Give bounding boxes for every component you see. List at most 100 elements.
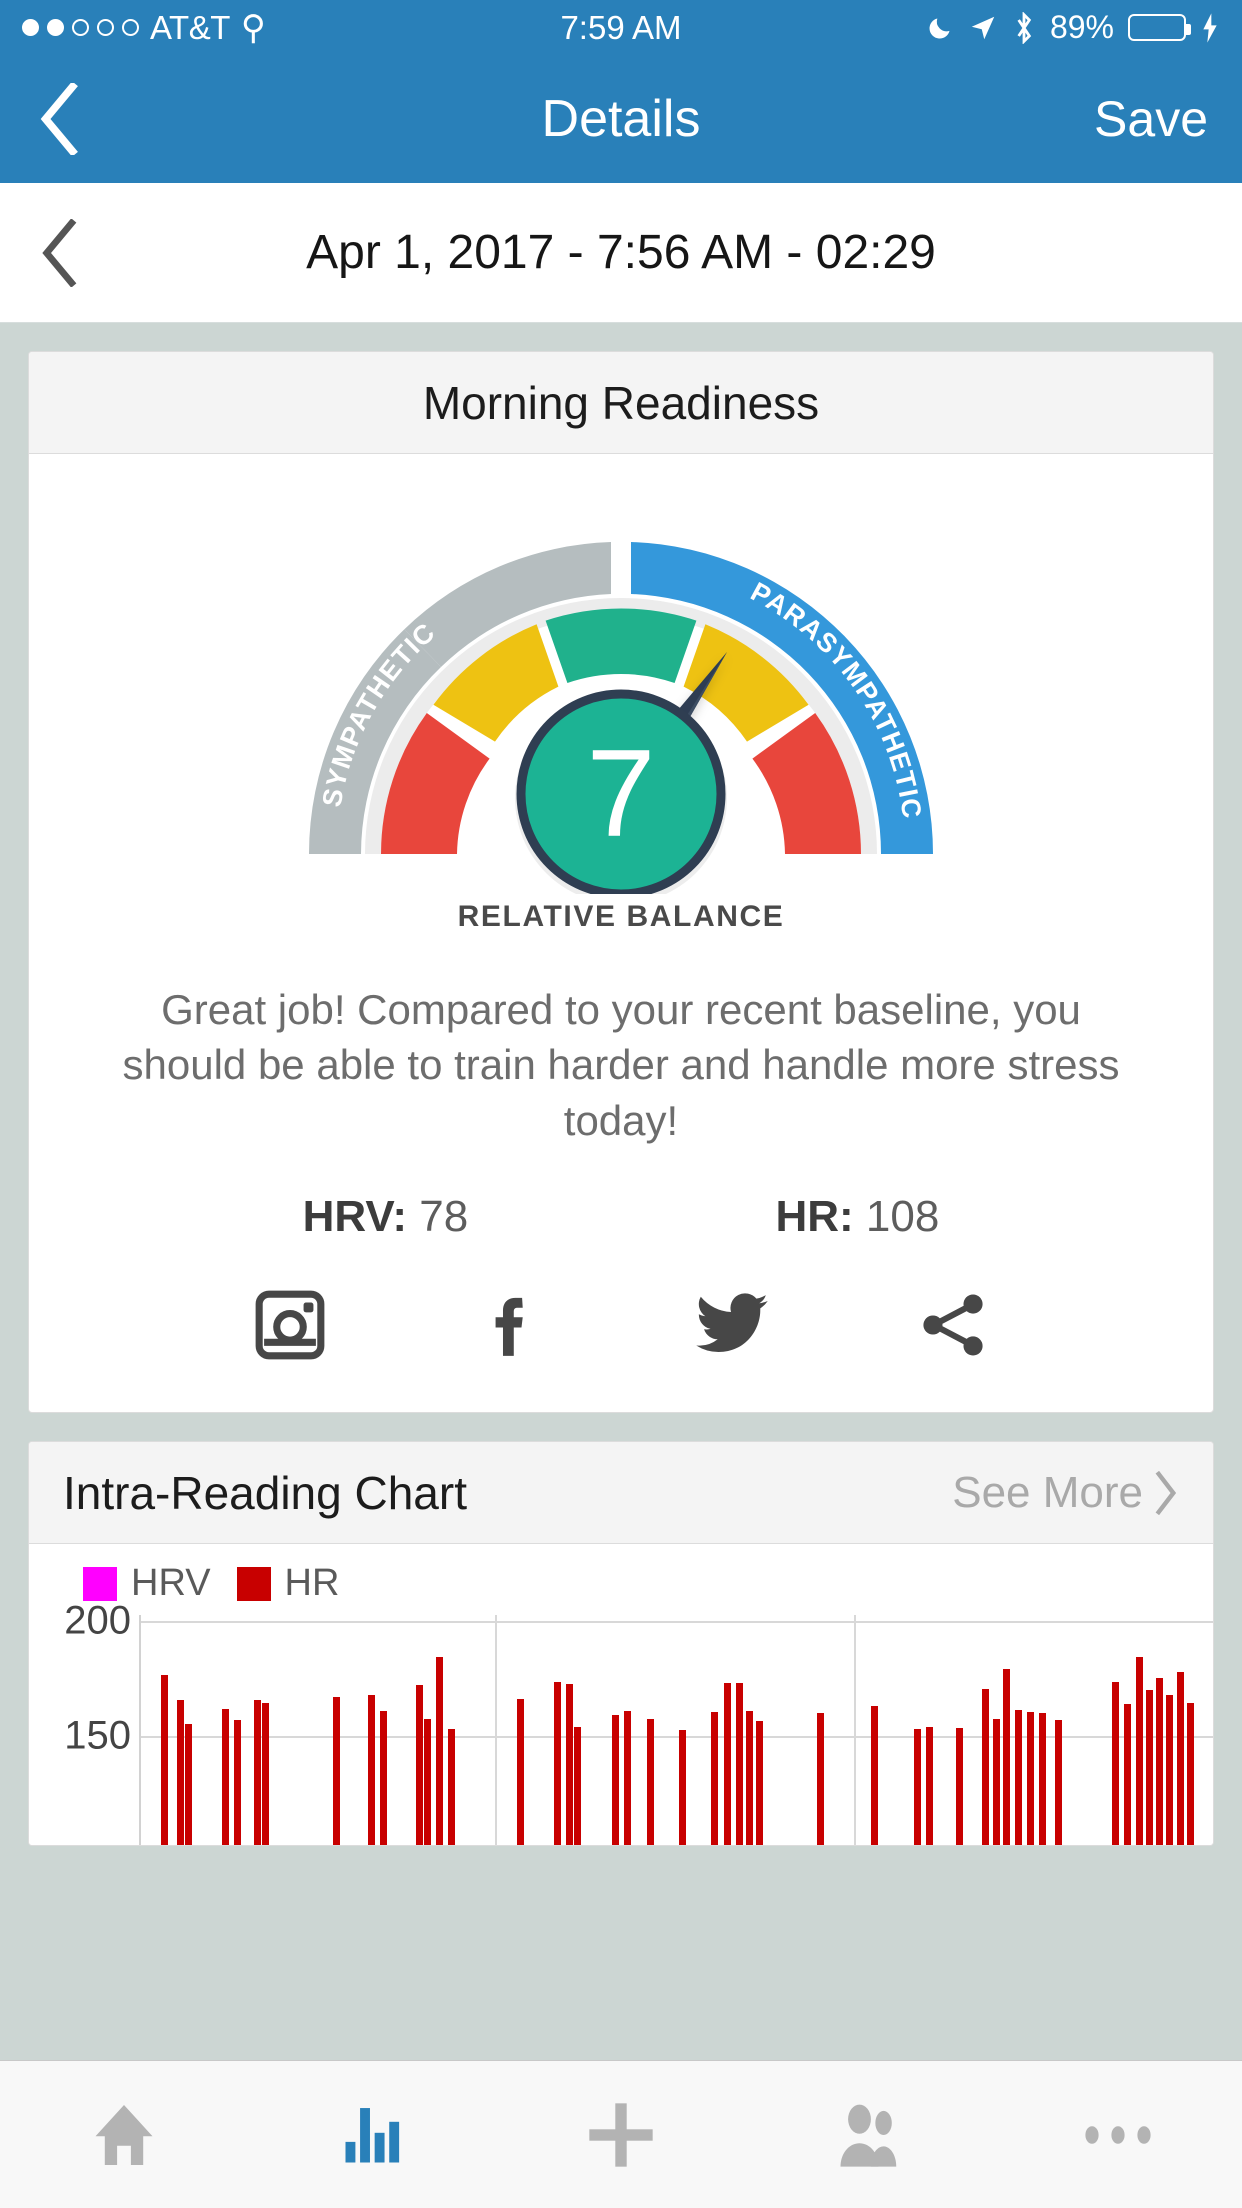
chart-y-axis: 200 150 [29, 1599, 139, 1845]
chart-bar [624, 1710, 632, 1846]
generic-share-button[interactable] [908, 1280, 998, 1370]
navigation-bar: Details Save [0, 55, 1242, 183]
save-button[interactable]: Save [1094, 91, 1208, 147]
battery-icon [1128, 14, 1191, 41]
segment-red-right [752, 713, 861, 854]
chart-bar [735, 1682, 743, 1846]
readiness-gauge: SYMPATHETIC PARASYMPATHETIC 7 RELA [29, 454, 1213, 944]
chart-bar [755, 1721, 763, 1846]
chart-bar [367, 1695, 375, 1846]
readiness-stats: HRV: 78 HR: 108 [29, 1148, 1213, 1242]
readiness-card-title: Morning Readiness [422, 376, 820, 429]
home-tab[interactable] [0, 2061, 248, 2208]
y-tick-150: 150 [64, 1713, 131, 1758]
chart-card-header: Intra-Reading Chart See More [29, 1442, 1213, 1545]
chart-bar [177, 1699, 185, 1846]
ellipsis-icon [1085, 2125, 1151, 2144]
chart-bar [565, 1684, 573, 1846]
chart-card-title: Intra-Reading Chart [63, 1466, 467, 1519]
stat-hr-label: HR [775, 1192, 840, 1242]
scroll-content[interactable]: Morning Readiness [0, 323, 1242, 2060]
gauge-center-circle [516, 689, 726, 894]
twitter-share-button[interactable] [687, 1280, 777, 1370]
status-bar: AT&T ⚲ 7:59 AM 89% [0, 0, 1242, 55]
segment-yellow-left [433, 624, 559, 742]
see-more-button[interactable]: See More [952, 1468, 1179, 1518]
instagram-icon [255, 1290, 324, 1360]
chart-bar [221, 1708, 229, 1846]
chart-bar [925, 1726, 933, 1846]
chart-bar [436, 1657, 444, 1846]
chart-bar [1146, 1689, 1154, 1846]
share-row [29, 1242, 1213, 1412]
gridline-200 [141, 1621, 1213, 1624]
chart-bar [1166, 1695, 1174, 1846]
chart-plot-area[interactable] [139, 1615, 1213, 1846]
y-tick-200: 200 [64, 1598, 131, 1643]
signal-strength-icon [22, 19, 139, 36]
add-tab[interactable] [497, 2061, 745, 2208]
legend-swatch-hr [236, 1566, 271, 1601]
intra-reading-chart-card: Intra-Reading Chart See More HRV [28, 1441, 1214, 1847]
plus-icon [589, 2102, 653, 2167]
bottom-tab-bar [0, 2060, 1242, 2208]
bar-chart-icon [345, 2107, 399, 2162]
segment-yellow-right [683, 624, 809, 742]
previous-reading-button[interactable] [20, 213, 100, 293]
facebook-icon [495, 1298, 523, 1357]
chevron-left-icon [40, 83, 78, 155]
more-tab[interactable] [994, 2061, 1242, 2208]
friends-tab[interactable] [745, 2061, 993, 2208]
chart-bar [573, 1726, 581, 1846]
share-icon [922, 1294, 983, 1356]
chart-bar [1136, 1657, 1144, 1846]
chart-bar [612, 1715, 620, 1846]
chart-bar [1014, 1709, 1022, 1846]
facebook-share-button[interactable] [466, 1280, 556, 1370]
chart-bar [1026, 1712, 1034, 1846]
instagram-share-button[interactable] [245, 1280, 335, 1370]
moon-icon [929, 18, 950, 39]
chart-bar [913, 1728, 921, 1846]
legend-swatch-hrv [83, 1566, 117, 1601]
chart-legend: HRV HR [29, 1562, 1213, 1615]
chevron-left-icon [42, 218, 77, 287]
gauge-value: 7 [587, 725, 656, 863]
readiness-message: Great job! Compared to your recent basel… [122, 986, 1120, 1144]
chart-bar [723, 1682, 731, 1846]
nav-back-button[interactable] [20, 79, 100, 159]
chart-bar [745, 1710, 753, 1846]
bluetooth-icon [1017, 11, 1032, 44]
segment-red-left [381, 713, 621, 854]
segment-green-center [545, 608, 697, 683]
parasympathetic-outer-arc [631, 542, 933, 854]
status-right: 89% [927, 9, 1220, 46]
page-title: Details [541, 90, 701, 148]
chart-bar [816, 1713, 824, 1846]
status-left: AT&T ⚲ [22, 9, 266, 47]
chart-bar [1176, 1671, 1184, 1846]
reading-date-bar: Apr 1, 2017 - 7:56 AM - 02:29 [0, 183, 1242, 323]
chart-bar [982, 1688, 990, 1846]
stat-hrv-label: HRV [302, 1192, 393, 1242]
chevron-right-icon [1155, 1470, 1177, 1515]
people-icon [840, 2104, 897, 2167]
legend-item-hrv: HRV [83, 1562, 211, 1605]
chart-bar [1002, 1669, 1010, 1846]
chart-bar [448, 1728, 456, 1846]
chart-bar [1156, 1678, 1164, 1846]
chart-bar [161, 1675, 169, 1846]
chart-bar [871, 1706, 879, 1846]
stat-hrv-value: 78 [419, 1192, 469, 1242]
chart-plot-row: 200 150 [29, 1599, 1213, 1846]
charts-tab[interactable] [248, 2061, 496, 2208]
chart-bar [646, 1718, 654, 1846]
see-more-label: See More [952, 1467, 1143, 1517]
chart-bar [424, 1718, 432, 1846]
reading-date-label: Apr 1, 2017 - 7:56 AM - 02:29 [306, 226, 936, 279]
chart-bar [333, 1697, 341, 1846]
chart-bar [1111, 1681, 1119, 1846]
chart-bar [711, 1712, 719, 1846]
carrier-label: AT&T [150, 8, 230, 46]
